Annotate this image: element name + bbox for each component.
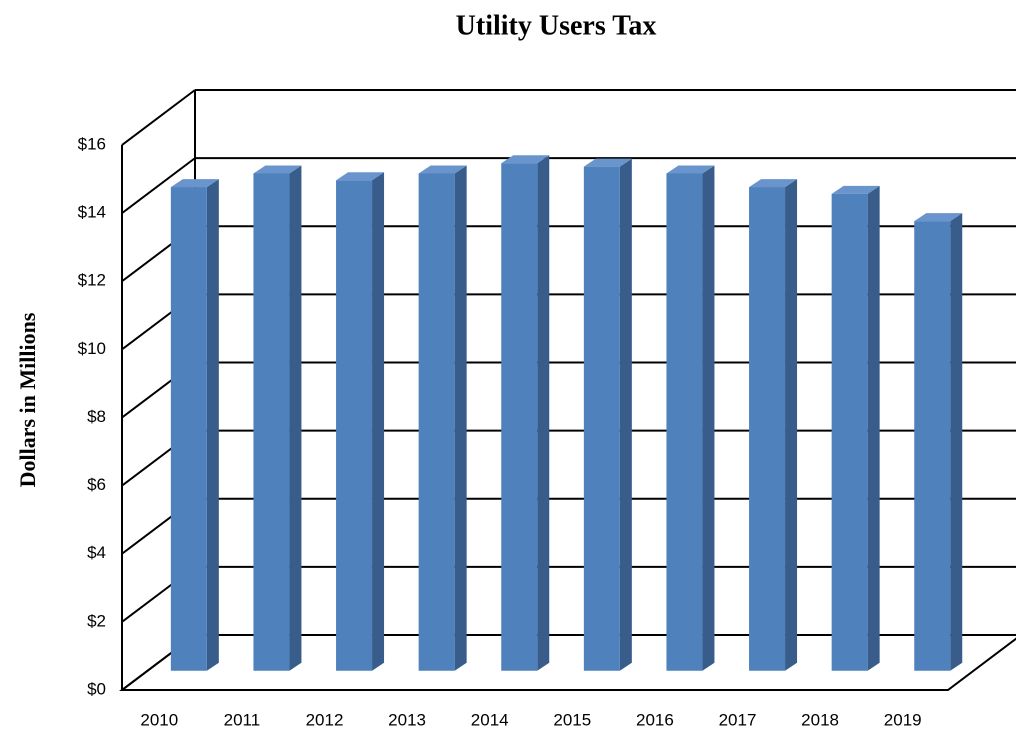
- x-tick-label: 2016: [636, 710, 674, 729]
- y-tick-label: $6: [87, 475, 106, 494]
- x-tick-label: 2010: [140, 710, 178, 729]
- bar-front: [583, 166, 620, 671]
- bar-top: [170, 179, 219, 188]
- bar: [666, 165, 715, 671]
- bar-top: [583, 158, 632, 167]
- y-tick-label: $12: [78, 271, 106, 290]
- bar-side: [785, 179, 798, 671]
- bar-front: [914, 221, 951, 671]
- bar-top: [336, 172, 385, 181]
- x-tick-label: 2019: [884, 710, 922, 729]
- y-tick-label: $8: [87, 407, 106, 426]
- bar-side: [289, 165, 302, 671]
- bar: [583, 158, 632, 671]
- x-tick-label: 2017: [719, 710, 757, 729]
- x-tick-label: 2018: [801, 710, 839, 729]
- bar-side: [619, 158, 632, 671]
- bar-front: [418, 173, 455, 671]
- chart-title: Utility Users Tax: [456, 10, 657, 41]
- grid-line: [121, 157, 196, 214]
- bar-front: [501, 163, 538, 671]
- y-tick-label: $10: [78, 339, 106, 358]
- bar-top: [666, 165, 715, 174]
- bar-front: [666, 173, 703, 671]
- bar-top: [418, 165, 467, 174]
- bar-front: [253, 173, 290, 671]
- bar-front: [831, 193, 868, 671]
- y-tick-label: $0: [87, 679, 106, 698]
- bar: [253, 165, 302, 671]
- bar-side: [950, 213, 963, 671]
- x-tick-label: 2011: [224, 710, 261, 729]
- bar: [501, 155, 550, 671]
- y-tick-label: $16: [78, 134, 106, 153]
- bar-side: [867, 185, 880, 671]
- bar-front: [336, 180, 373, 671]
- x-tick-label: 2013: [388, 710, 426, 729]
- bar-front: [749, 187, 786, 671]
- bar-side: [702, 165, 715, 671]
- bar-side: [206, 179, 219, 671]
- bar-top: [253, 165, 302, 174]
- bar-top: [831, 185, 880, 194]
- y-tick-label: $14: [78, 203, 106, 222]
- bar-front: [170, 187, 207, 671]
- bar: [336, 172, 385, 671]
- bar: [831, 185, 880, 671]
- bar: [749, 179, 798, 671]
- y-axis-label: Dollars in Millions: [15, 312, 40, 487]
- bar-side: [537, 155, 550, 671]
- bar: [170, 179, 219, 671]
- bar-top: [749, 179, 798, 188]
- bar: [418, 165, 467, 671]
- bar-side: [454, 165, 467, 671]
- bar: [914, 213, 963, 671]
- x-tick-label: 2014: [471, 710, 509, 729]
- bar-top: [914, 213, 963, 222]
- bar-side: [372, 172, 385, 671]
- x-tick-label: 2012: [306, 710, 344, 729]
- y-tick-label: $4: [87, 543, 106, 562]
- x-tick-label: 2015: [553, 710, 591, 729]
- y-tick-label: $2: [87, 611, 106, 630]
- bar-top: [501, 155, 550, 164]
- grid-line: [121, 89, 196, 146]
